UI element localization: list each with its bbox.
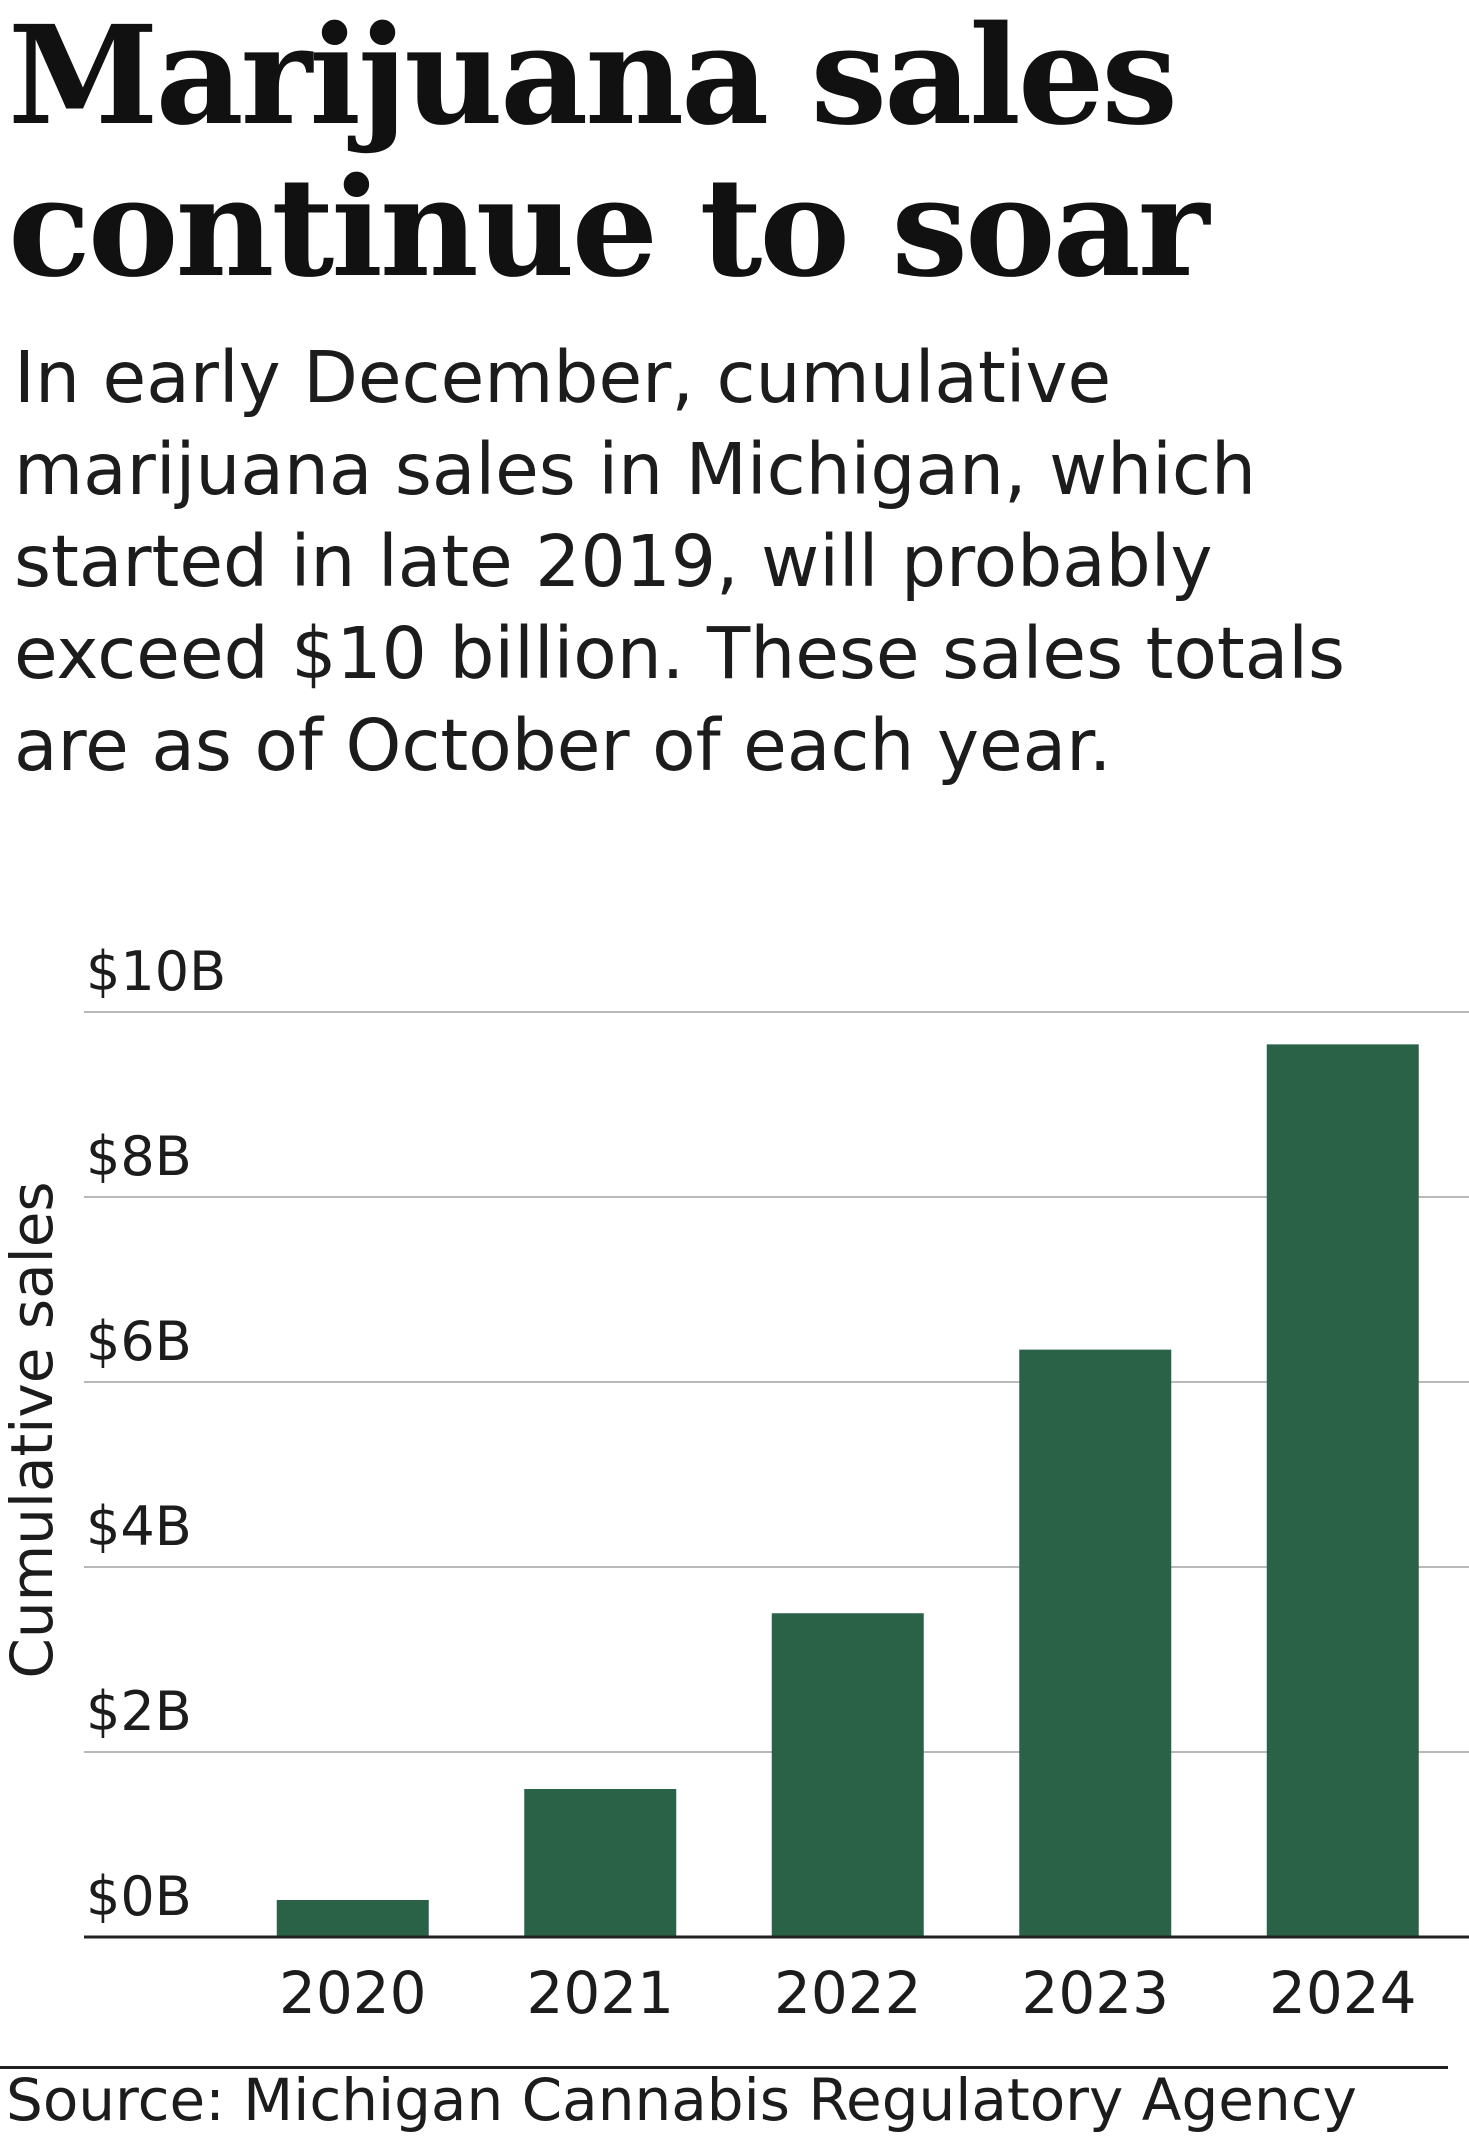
x-tick-labels: 2020 2021 2022 2023 2024 — [279, 1959, 1417, 2027]
y-tick-label: $4B — [86, 1495, 192, 1558]
source-note: Source: Michigan Cannabis Regulatory Age… — [6, 2066, 1357, 2134]
bar-2020 — [276, 1900, 429, 1937]
subhead: In early December, cumulative marijuana … — [14, 336, 1345, 787]
source-divider — [0, 2066, 1448, 2069]
y-tick-label: $6B — [86, 1310, 192, 1373]
x-tick-label: 2021 — [526, 1959, 674, 2027]
y-tick-labels: $0B $2B $4B $6B $8B $10B — [86, 940, 226, 1928]
y-axis-title: Cumulative sales — [0, 1181, 66, 1678]
bar-2023 — [1019, 1349, 1172, 1937]
bar-chart: $0B $2B $4B $6B $8B $10B 2020 2021 2022 2023 2024… — [0, 940, 1469, 2027]
y-tick-label: $8B — [86, 1125, 192, 1188]
y-tick-label: $10B — [86, 940, 226, 1003]
bar-2024 — [1266, 1044, 1419, 1937]
y-tick-label: $2B — [86, 1680, 192, 1743]
x-tick-label: 2020 — [279, 1959, 427, 2027]
headline: Marijuana sales continue to soar — [8, 0, 1209, 308]
x-tick-label: 2022 — [774, 1959, 922, 2027]
bars — [276, 1044, 1419, 1937]
y-tick-label: $0B — [86, 1865, 192, 1928]
x-tick-label: 2023 — [1021, 1959, 1169, 2027]
bar-2022 — [771, 1613, 924, 1937]
x-tick-label: 2024 — [1269, 1959, 1417, 2027]
bar-2021 — [524, 1789, 677, 1937]
